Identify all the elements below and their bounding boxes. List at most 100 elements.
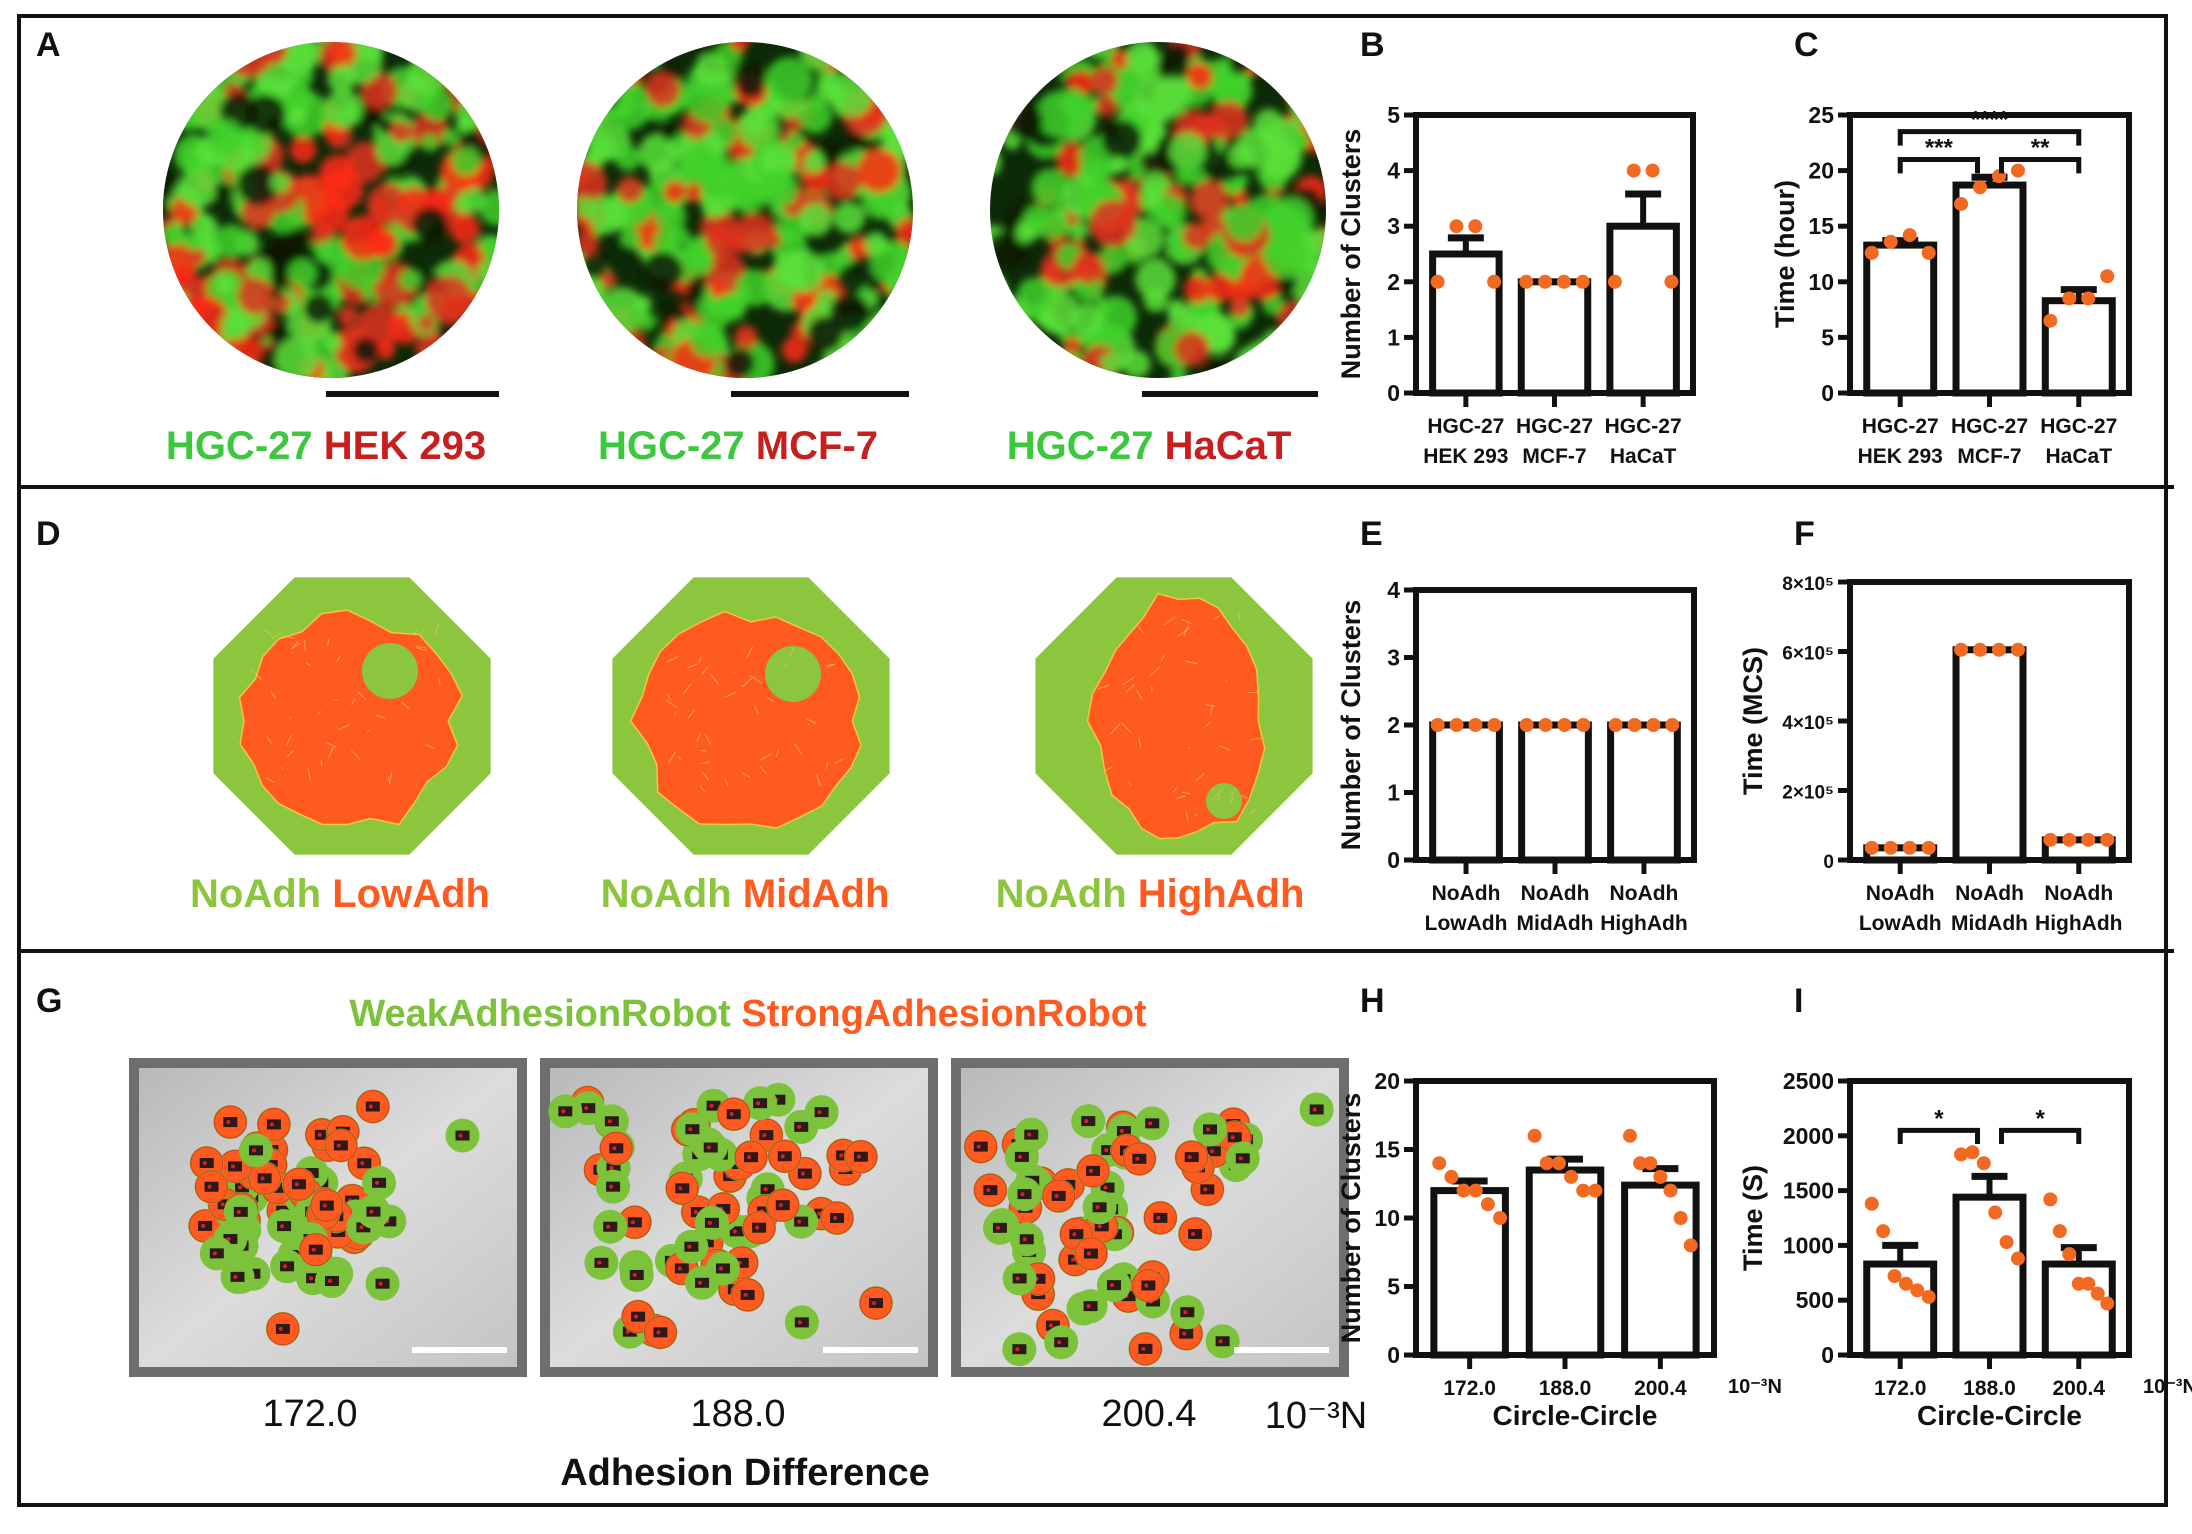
green-cell — [231, 357, 262, 378]
data-point — [1608, 718, 1623, 732]
green-cell — [765, 57, 812, 104]
robot-led — [632, 1272, 637, 1277]
red-cell — [611, 350, 640, 378]
red-cell — [163, 42, 190, 88]
adhesion-title: Adhesion Difference — [560, 1452, 930, 1494]
green-cell — [593, 42, 637, 70]
green-cell — [287, 258, 317, 288]
green-cell — [797, 99, 833, 134]
cell-border — [789, 647, 795, 656]
cell-border — [699, 785, 706, 793]
robot-led — [1054, 1193, 1059, 1198]
cell-border — [701, 666, 708, 675]
x-tick-label: NoAdh — [2044, 882, 2113, 905]
robot-led — [698, 1280, 703, 1285]
green-cell — [464, 42, 499, 67]
y-tick-label: 2 — [1387, 269, 1400, 295]
green-cell — [163, 224, 182, 247]
robot-led — [677, 1266, 682, 1271]
cell-border — [335, 655, 341, 663]
green-cell — [1015, 47, 1034, 65]
data-point — [1449, 219, 1464, 234]
red-cell — [477, 106, 499, 145]
cell-border — [292, 642, 302, 649]
panel-letter-c: C — [1794, 26, 1819, 64]
green-cell — [1135, 259, 1176, 300]
robot-led — [817, 1110, 822, 1115]
cell-border — [1241, 794, 1248, 800]
red-cell — [730, 42, 750, 51]
cell-border — [366, 729, 370, 733]
green-cell — [1246, 337, 1287, 378]
cell-border — [724, 778, 729, 787]
green-label: HGC-27 — [165, 424, 313, 468]
data-point — [1653, 1169, 1668, 1184]
data-point — [1456, 1183, 1471, 1198]
simulation-image — [1035, 577, 1313, 855]
orange-label: MidAdh — [742, 872, 890, 916]
red-cell — [1229, 296, 1251, 318]
green-cell — [577, 93, 592, 127]
x-tick-label: HGC-27 — [2040, 415, 2117, 438]
robot-led — [1119, 1129, 1124, 1134]
robot-led — [709, 1103, 714, 1108]
robot-led — [236, 1209, 241, 1214]
robot-led — [1218, 1339, 1223, 1344]
robot-led — [1187, 1155, 1192, 1160]
data-point — [2062, 832, 2077, 847]
green-cell — [1157, 208, 1178, 229]
green-cell — [577, 86, 618, 130]
green-cell — [164, 91, 195, 123]
data-point — [1519, 718, 1534, 732]
robot-led — [800, 1171, 805, 1176]
cell-border — [1128, 781, 1133, 787]
green-cell — [990, 356, 1001, 378]
cell-border — [265, 777, 275, 784]
data-point — [1887, 1269, 1902, 1284]
robot-led — [1312, 1107, 1317, 1112]
red-cell — [202, 42, 233, 74]
robot-led — [839, 1153, 844, 1158]
data-point — [2062, 1247, 2077, 1262]
robot-led — [202, 1160, 207, 1165]
robot-led — [729, 1112, 734, 1117]
data-point — [1954, 196, 1969, 211]
red-cell — [1013, 357, 1053, 378]
green-cell — [619, 227, 641, 250]
green-cell — [882, 72, 913, 120]
robot-led — [1017, 1154, 1022, 1159]
robot-led — [260, 1176, 265, 1181]
red-cell — [375, 339, 396, 360]
x-tick-label: HighAdh — [1600, 912, 1687, 935]
chart-i: 0 500 1000 1500 2000 2500 Time (S) 172.0 188.0 20… — [1738, 1068, 2192, 1431]
significance-label: ** — [2031, 134, 2050, 161]
data-point — [1539, 1156, 1554, 1171]
green-cell — [420, 88, 453, 121]
adhesion-value: 172.0 — [262, 1393, 358, 1435]
green-cell — [882, 113, 913, 159]
cell-border — [266, 736, 272, 744]
green-cell — [178, 167, 219, 209]
red-cell — [577, 90, 600, 133]
y-tick-label: 5 — [1387, 102, 1400, 128]
robot-led — [369, 1209, 374, 1214]
cell-border — [1122, 677, 1135, 686]
data-point — [2100, 1296, 2115, 1311]
green-cell — [1312, 122, 1326, 146]
green-cell — [327, 65, 356, 94]
green-cell — [1141, 171, 1169, 199]
y-axis-label: Number of Clusters — [1336, 1093, 1366, 1344]
robot-led — [359, 1225, 364, 1230]
significance-label: **** — [1971, 107, 2009, 134]
data-point — [1665, 718, 1680, 732]
green-cell — [638, 133, 678, 173]
cell-border — [418, 630, 424, 636]
significance-bracket — [1999, 156, 2082, 174]
data-point — [1988, 1205, 2003, 1220]
y-axis-label: Time (hour) — [1770, 180, 1800, 328]
red-cell — [663, 180, 686, 203]
cell-border — [1249, 737, 1262, 741]
red-cell — [218, 334, 266, 378]
cell-border — [281, 766, 284, 770]
scale-bar — [412, 1347, 507, 1353]
